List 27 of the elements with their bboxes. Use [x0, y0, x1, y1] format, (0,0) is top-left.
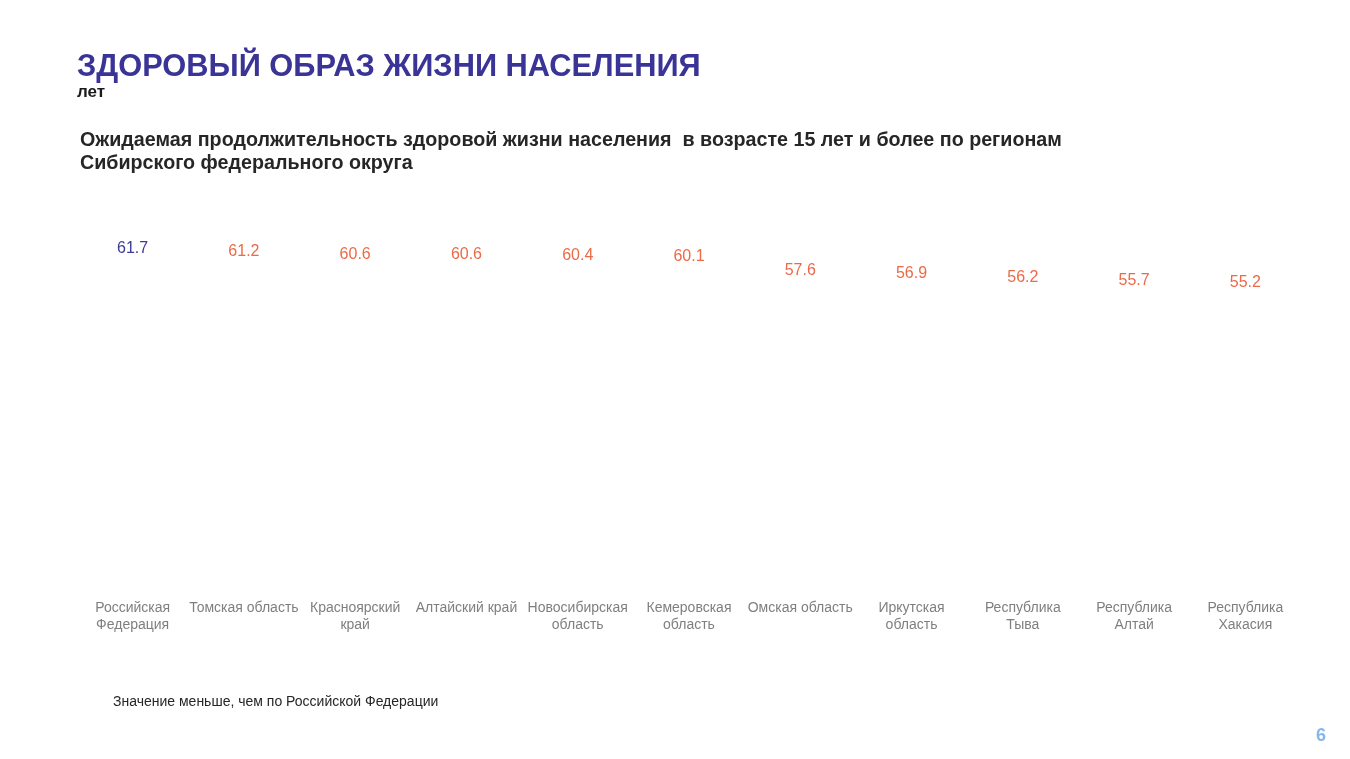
- data-label: 55.2: [1229, 273, 1262, 291]
- data-label: 61.7: [117, 239, 149, 256]
- category-label: Новосибирская область: [527, 599, 628, 632]
- text: ЗДОРОВЫЙ ОБРАЗ ЖИЗНИ НАСЕЛЕНИЯ: [77, 47, 701, 83]
- data-label: 56.2: [1007, 268, 1039, 286]
- category-label: Омская область: [747, 599, 853, 615]
- data-label: 55.7: [1118, 270, 1150, 288]
- category-label: Красноярский край: [309, 599, 401, 632]
- text: Ожидаемая продолжительность здоровой жизни населения в возрасте 15 лет и более по регионам Сибирского федерального округа: [80, 128, 1062, 173]
- text: Значение меньше, чем по Российской Федерации: [113, 693, 439, 709]
- text: 6: [1315, 725, 1326, 745]
- data-label: 57.6: [784, 260, 816, 278]
- category-label: Алтайский край: [415, 599, 518, 615]
- category-label: Иркутская область: [878, 599, 945, 632]
- category-label: Томская область: [189, 599, 299, 615]
- category-label: Российская Федерация: [95, 599, 171, 632]
- category-label: Республика Тыва: [984, 599, 1061, 632]
- text: лет: [77, 82, 106, 101]
- data-label: 60.6: [339, 244, 371, 262]
- data-label: 56.9: [895, 264, 928, 282]
- data-label: 61.2: [228, 241, 260, 259]
- category-label: Республика Хакасия: [1207, 599, 1284, 632]
- category-label: Республика Алтай: [1096, 599, 1173, 632]
- data-label: 60.6: [450, 244, 483, 262]
- category-label: Кемеровская область: [646, 599, 732, 632]
- data-label: 60.1: [673, 247, 705, 265]
- data-label: 60.4: [562, 245, 594, 263]
